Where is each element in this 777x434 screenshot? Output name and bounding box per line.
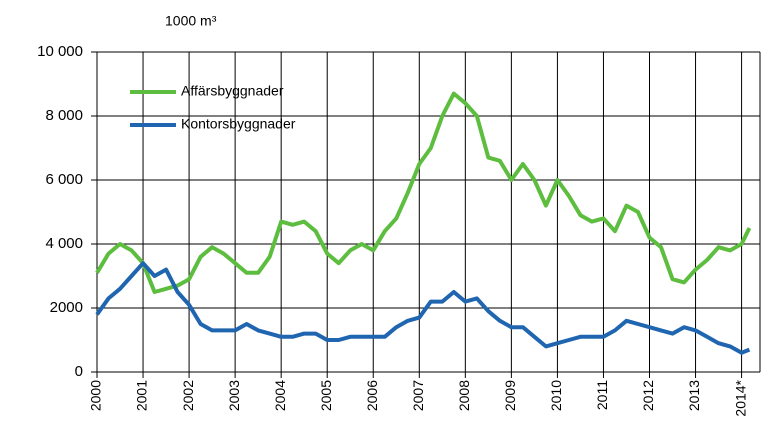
x-tick-label: 2014* bbox=[732, 379, 748, 416]
x-tick-label: 2000 bbox=[88, 380, 104, 411]
x-tick-label: 2001 bbox=[134, 380, 150, 411]
x-tick-label: 2013 bbox=[686, 380, 702, 411]
x-tick-label: 2005 bbox=[318, 380, 334, 411]
x-tick-label: 2007 bbox=[410, 380, 426, 411]
x-tick-label: 2004 bbox=[272, 380, 288, 411]
legend-label: Affärsbyggnader bbox=[181, 83, 284, 99]
x-tick-label: 2012 bbox=[640, 380, 656, 411]
y-tick-label: 6 000 bbox=[45, 171, 83, 188]
x-tick-label: 2009 bbox=[502, 380, 518, 411]
x-tick-label: 2006 bbox=[364, 380, 380, 411]
line-series bbox=[95, 261, 751, 355]
y-tick-label: 10 000 bbox=[37, 43, 83, 60]
y-tick-label: 0 bbox=[75, 363, 83, 380]
y-tick-label: 2000 bbox=[50, 299, 83, 316]
unit-label: 1000 m³ bbox=[165, 13, 217, 29]
y-tick-label: 8 000 bbox=[45, 107, 83, 124]
line-series bbox=[95, 91, 752, 294]
x-tick-label: 2002 bbox=[180, 380, 196, 411]
x-tick-label: 2011 bbox=[594, 380, 610, 410]
x-tick-label: 2010 bbox=[548, 380, 564, 411]
y-tick-label: 4 000 bbox=[45, 235, 83, 252]
legend-label: Kontorsbyggnader bbox=[181, 116, 296, 132]
x-tick-label: 2008 bbox=[456, 380, 472, 411]
x-tick-label: 2003 bbox=[226, 380, 242, 411]
